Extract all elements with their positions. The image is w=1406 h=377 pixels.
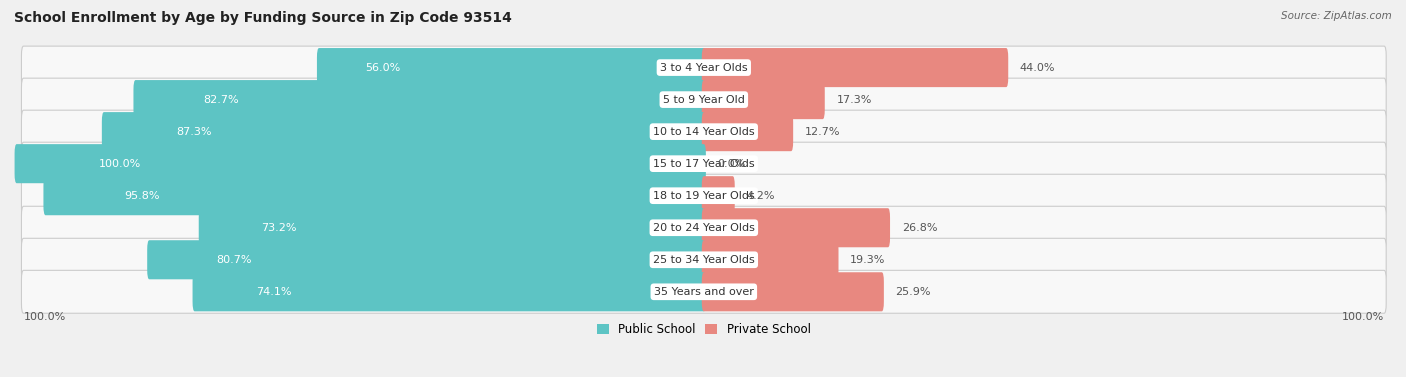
- Text: 25 to 34 Year Olds: 25 to 34 Year Olds: [652, 255, 755, 265]
- FancyBboxPatch shape: [702, 80, 825, 119]
- Text: 5 to 9 Year Old: 5 to 9 Year Old: [662, 95, 745, 104]
- Text: Source: ZipAtlas.com: Source: ZipAtlas.com: [1281, 11, 1392, 21]
- FancyBboxPatch shape: [21, 206, 1386, 249]
- FancyBboxPatch shape: [198, 208, 706, 247]
- Text: 56.0%: 56.0%: [366, 63, 401, 73]
- FancyBboxPatch shape: [21, 174, 1386, 217]
- Text: 15 to 17 Year Olds: 15 to 17 Year Olds: [652, 159, 755, 169]
- FancyBboxPatch shape: [148, 240, 706, 279]
- Text: 74.1%: 74.1%: [256, 287, 291, 297]
- Text: 95.8%: 95.8%: [125, 191, 160, 201]
- Text: 73.2%: 73.2%: [262, 223, 297, 233]
- Text: 100.0%: 100.0%: [1341, 312, 1384, 322]
- Text: 19.3%: 19.3%: [851, 255, 886, 265]
- FancyBboxPatch shape: [21, 110, 1386, 153]
- Text: 4.2%: 4.2%: [747, 191, 775, 201]
- Text: 0.0%: 0.0%: [717, 159, 745, 169]
- FancyBboxPatch shape: [14, 144, 706, 183]
- FancyBboxPatch shape: [134, 80, 706, 119]
- FancyBboxPatch shape: [702, 176, 735, 215]
- Legend: Public School, Private School: Public School, Private School: [592, 318, 815, 340]
- Text: 26.8%: 26.8%: [901, 223, 938, 233]
- FancyBboxPatch shape: [702, 272, 884, 311]
- Text: 44.0%: 44.0%: [1019, 63, 1056, 73]
- Text: 18 to 19 Year Olds: 18 to 19 Year Olds: [652, 191, 755, 201]
- FancyBboxPatch shape: [21, 78, 1386, 121]
- Text: 10 to 14 Year Olds: 10 to 14 Year Olds: [652, 127, 755, 136]
- Text: 12.7%: 12.7%: [804, 127, 841, 136]
- FancyBboxPatch shape: [21, 270, 1386, 313]
- Text: 87.3%: 87.3%: [176, 127, 211, 136]
- FancyBboxPatch shape: [21, 238, 1386, 281]
- FancyBboxPatch shape: [316, 48, 706, 87]
- Text: 35 Years and over: 35 Years and over: [654, 287, 754, 297]
- Text: 3 to 4 Year Olds: 3 to 4 Year Olds: [659, 63, 748, 73]
- Text: 17.3%: 17.3%: [837, 95, 872, 104]
- FancyBboxPatch shape: [702, 240, 838, 279]
- Text: School Enrollment by Age by Funding Source in Zip Code 93514: School Enrollment by Age by Funding Sour…: [14, 11, 512, 25]
- FancyBboxPatch shape: [702, 208, 890, 247]
- FancyBboxPatch shape: [702, 48, 1008, 87]
- FancyBboxPatch shape: [21, 142, 1386, 185]
- FancyBboxPatch shape: [21, 46, 1386, 89]
- Text: 100.0%: 100.0%: [98, 159, 142, 169]
- Text: 100.0%: 100.0%: [24, 312, 66, 322]
- FancyBboxPatch shape: [702, 112, 793, 151]
- Text: 25.9%: 25.9%: [896, 287, 931, 297]
- FancyBboxPatch shape: [44, 176, 706, 215]
- Text: 80.7%: 80.7%: [215, 255, 252, 265]
- FancyBboxPatch shape: [101, 112, 706, 151]
- FancyBboxPatch shape: [193, 272, 706, 311]
- Text: 20 to 24 Year Olds: 20 to 24 Year Olds: [652, 223, 755, 233]
- Text: 82.7%: 82.7%: [204, 95, 239, 104]
